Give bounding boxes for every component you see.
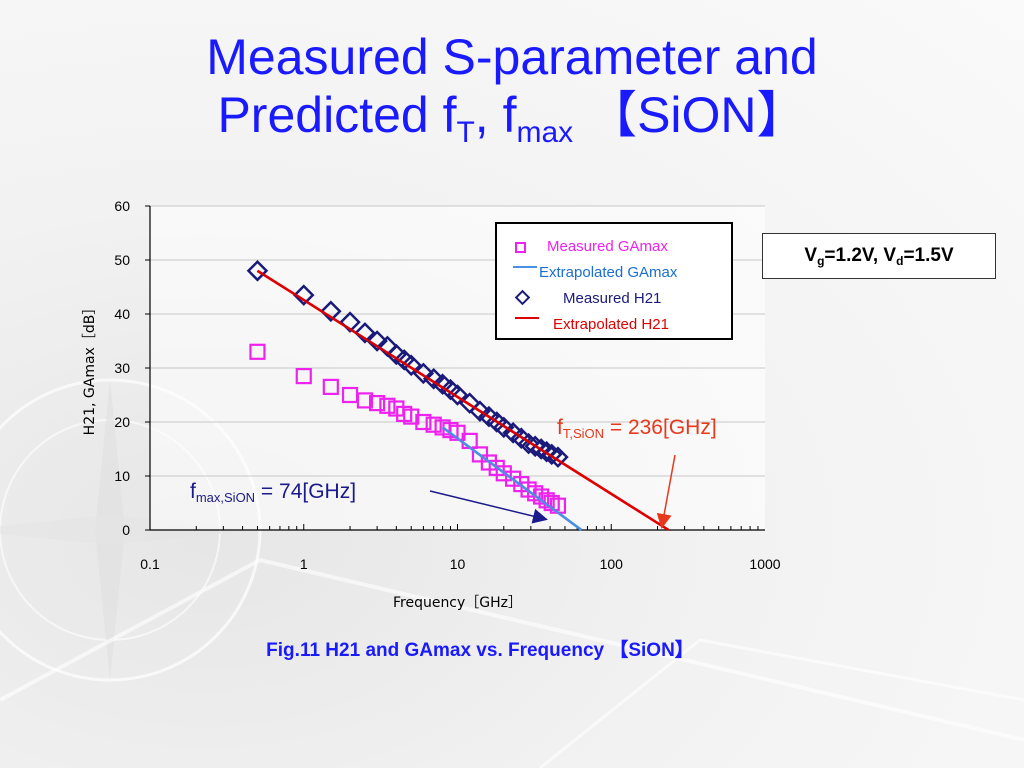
page-title: Measured S-parameter and Predicted fT, f… xyxy=(0,28,1024,148)
data-point xyxy=(379,397,396,414)
title-sub-max: max xyxy=(516,116,574,149)
data-point xyxy=(369,395,386,412)
square-marker-icon xyxy=(515,242,526,253)
fmax-annotation: fmax,SiON = 74[GHz] xyxy=(190,480,356,504)
chart-legend: Measured GAmax Extrapolated GAmax Measur… xyxy=(495,222,733,340)
data-point xyxy=(425,416,442,433)
ft-sub: T,SiON xyxy=(562,426,605,441)
line-marker-icon xyxy=(515,317,539,319)
data-point xyxy=(295,368,312,385)
title-line-2-mid: , f xyxy=(474,87,517,143)
data-point xyxy=(320,300,342,323)
y-tick-label: 0 xyxy=(122,522,130,538)
data-point xyxy=(403,408,420,425)
x-axis-title: Frequency［GHz］ xyxy=(393,595,522,611)
series-line-overlay xyxy=(441,426,583,532)
x-tick-label: 10 xyxy=(450,556,466,572)
title-sub-t: T xyxy=(456,116,475,149)
data-point xyxy=(246,260,269,282)
fmax-arrow xyxy=(429,490,548,524)
ft-pre: f xyxy=(557,416,563,439)
title-line-1: Measured S-parameter and xyxy=(206,29,818,85)
data-point xyxy=(517,432,540,455)
data-point xyxy=(415,413,432,431)
data-point xyxy=(292,284,315,306)
cond-v1-sub: g xyxy=(817,254,825,268)
y-tick-label: 60 xyxy=(114,198,130,214)
fmax-sub: max,SiON xyxy=(195,490,256,505)
fmax-pre: f xyxy=(190,480,196,503)
y-tick-label: 20 xyxy=(114,414,130,430)
x-tick-label: 100 xyxy=(600,556,624,572)
x-tick-label: 0.1 xyxy=(140,556,160,572)
bias-conditions-box: Vg=1.2V, Vd=1.5V xyxy=(762,233,996,279)
y-axis-title: H21, GAmax［dB］ xyxy=(82,301,98,436)
legend-item-measured-h21: Measured H21 xyxy=(497,288,733,310)
title-line-2-post: 【SiON】 xyxy=(573,87,807,143)
ft-annotation: fT,SiON = 236[GHz] xyxy=(557,416,717,440)
data-point xyxy=(366,330,388,352)
diamond-marker-icon xyxy=(514,289,531,306)
y-tick-label: 10 xyxy=(114,468,130,484)
data-point xyxy=(422,368,445,390)
data-point xyxy=(249,343,266,360)
legend-label: Extrapolated H21 xyxy=(553,316,669,333)
figure-caption: Fig.11 H21 and GAmax vs. Frequency 【SiON… xyxy=(266,640,694,661)
legend-item-extrapolated-gamax: Extrapolated GAmax xyxy=(497,262,733,284)
data-point xyxy=(493,416,515,439)
y-tick-label: 30 xyxy=(114,360,130,376)
legend-item-measured-gamax: Measured GAmax xyxy=(497,236,733,258)
cond-v2-sub: d xyxy=(896,254,904,268)
cond-v1-val: =1.2V, xyxy=(824,245,884,266)
data-point xyxy=(400,354,422,377)
line-marker-icon xyxy=(513,266,537,268)
title-line-2-pre: Predicted f xyxy=(217,87,457,143)
legend-label: Measured GAmax xyxy=(547,238,668,255)
data-point xyxy=(505,470,522,487)
legend-label: Extrapolated GAmax xyxy=(539,264,678,281)
data-point xyxy=(356,392,374,409)
series-line-overlay xyxy=(256,269,670,532)
cond-v1: V xyxy=(804,245,818,266)
ft-arrow xyxy=(656,454,676,529)
x-tick-label: 1 xyxy=(300,556,308,572)
data-point xyxy=(354,322,376,344)
data-point xyxy=(339,311,361,333)
legend-label: Measured H21 xyxy=(563,290,662,307)
legend-item-extrapolated-h21: Extrapolated H21 xyxy=(497,314,733,336)
cond-v2: V xyxy=(883,245,897,266)
fmax-post: = 74[GHz] xyxy=(255,480,357,503)
y-tick-label: 40 xyxy=(114,306,130,322)
cond-v2-val: =1.5V xyxy=(903,245,954,266)
data-point xyxy=(322,378,339,395)
y-tick-label: 50 xyxy=(114,252,130,268)
ft-post: = 236[GHz] xyxy=(604,416,717,439)
data-point xyxy=(495,465,512,482)
data-point xyxy=(471,446,489,463)
data-point xyxy=(547,446,569,468)
x-tick-label: 1000 xyxy=(749,556,780,572)
